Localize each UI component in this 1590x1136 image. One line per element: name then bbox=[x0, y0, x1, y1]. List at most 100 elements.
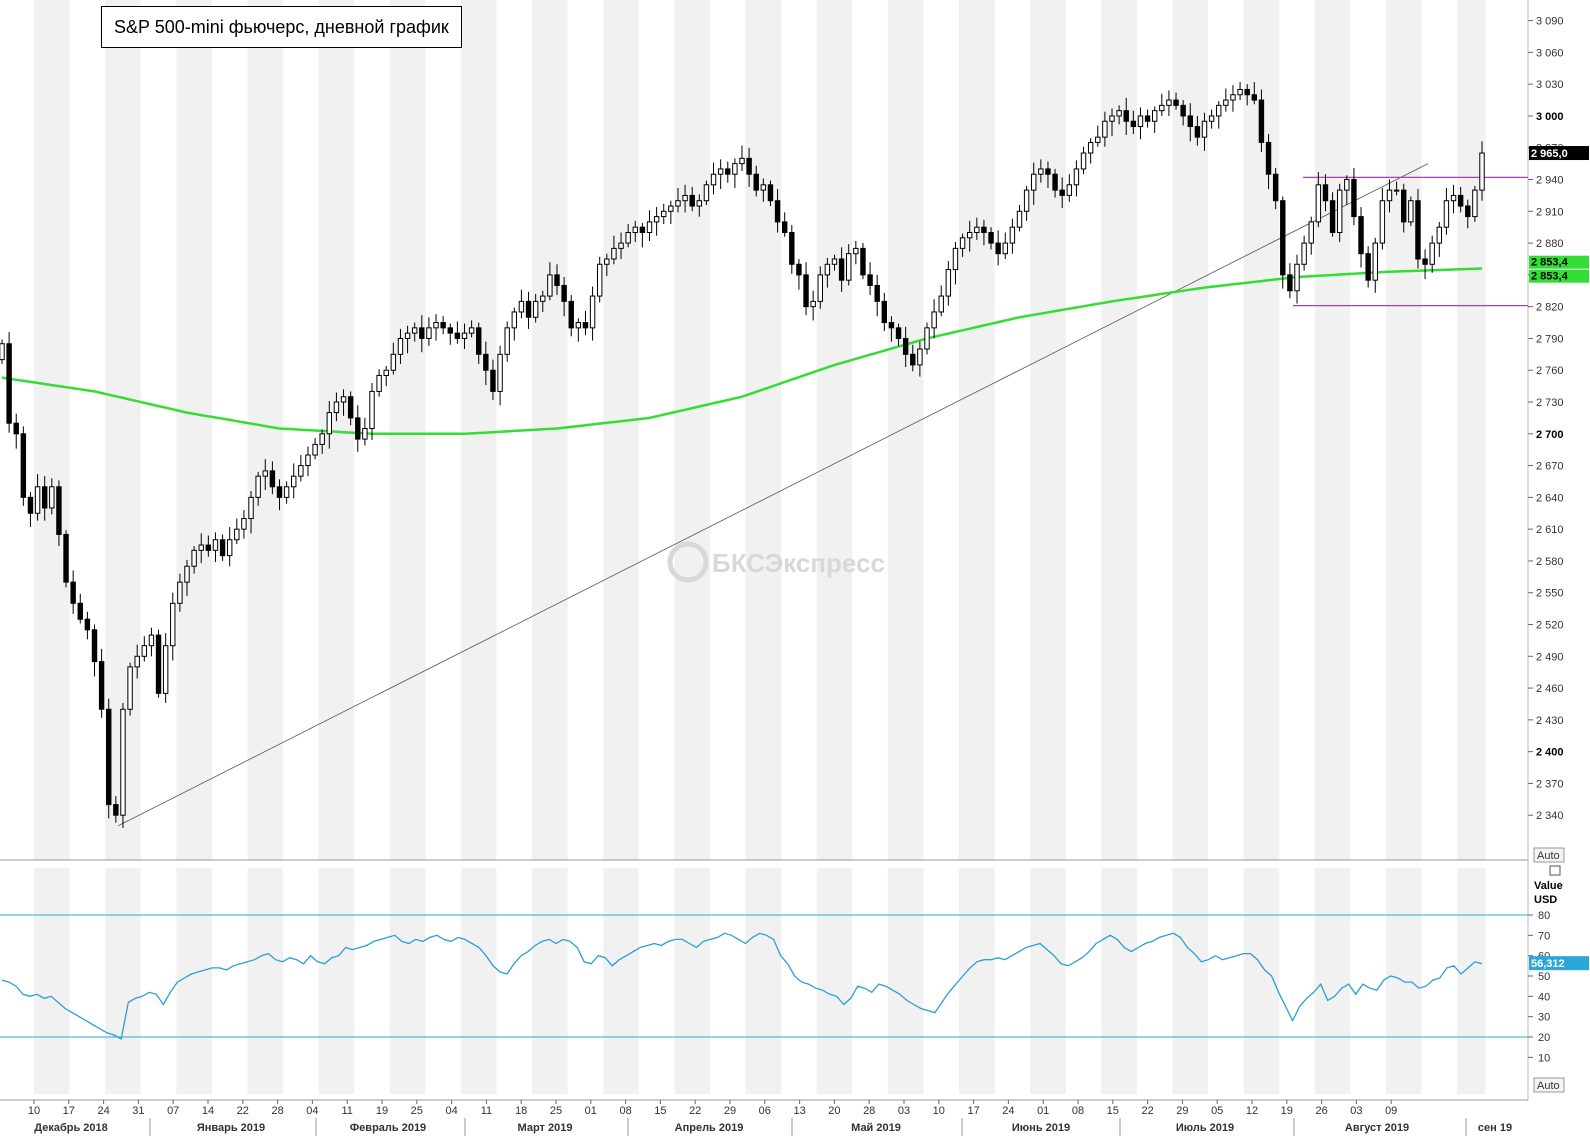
candle-body bbox=[611, 247, 617, 260]
candle-body bbox=[1180, 104, 1186, 117]
month-label: Июнь 2019 bbox=[1012, 1122, 1070, 1134]
candle-body bbox=[618, 242, 624, 249]
candle-body bbox=[1315, 184, 1322, 223]
candle-body bbox=[1258, 99, 1265, 143]
price-tick-label: 2 640 bbox=[1536, 492, 1564, 504]
candle-body bbox=[974, 226, 980, 233]
day-tick-label: 25 bbox=[411, 1105, 423, 1117]
candle-body bbox=[810, 300, 816, 308]
candle-body bbox=[155, 634, 162, 694]
day-tick-label: 19 bbox=[1281, 1105, 1293, 1117]
price-tick-label: 3 030 bbox=[1536, 79, 1564, 91]
candle-body bbox=[234, 528, 240, 541]
osc-axis-title: Value bbox=[1534, 880, 1563, 892]
candle-body bbox=[1159, 104, 1165, 112]
watermark: БКСЭкспресс bbox=[667, 541, 885, 583]
osc-tick-label: 80 bbox=[1538, 910, 1550, 922]
price-tick-label: 2 940 bbox=[1536, 175, 1564, 187]
candle-body bbox=[20, 433, 27, 498]
day-tick-label: 12 bbox=[1246, 1105, 1258, 1117]
day-tick-label: 28 bbox=[863, 1105, 875, 1117]
candle-body bbox=[575, 322, 582, 329]
candle-body bbox=[1294, 263, 1300, 292]
candle-body bbox=[1230, 94, 1236, 101]
month-label: Январь 2019 bbox=[197, 1122, 265, 1134]
candle-body bbox=[269, 470, 276, 488]
candle-body bbox=[1144, 115, 1151, 122]
candle-body bbox=[1201, 120, 1208, 138]
candle-body bbox=[725, 168, 731, 175]
candle-body bbox=[1365, 253, 1371, 281]
price-tick-label: 2 910 bbox=[1536, 206, 1564, 218]
candle-body bbox=[888, 322, 895, 329]
candle-body bbox=[1301, 242, 1307, 265]
candle-body bbox=[945, 269, 952, 297]
trend-line bbox=[117, 163, 1429, 827]
candle-body bbox=[404, 332, 411, 339]
candle-body bbox=[753, 173, 759, 191]
day-tick-label: 24 bbox=[97, 1105, 109, 1117]
candle-body bbox=[63, 533, 69, 583]
price-tick-label: 3 090 bbox=[1536, 16, 1564, 28]
candle-body bbox=[1408, 200, 1414, 223]
ma-tag bbox=[1529, 269, 1589, 283]
week-band bbox=[816, 0, 853, 860]
candle-body bbox=[191, 549, 197, 567]
day-tick-label: 13 bbox=[793, 1105, 805, 1117]
candle-body bbox=[1358, 216, 1364, 255]
candle-body bbox=[696, 200, 703, 207]
month-label: Декабрь 2018 bbox=[34, 1122, 108, 1134]
candle-body bbox=[1002, 242, 1008, 255]
candle-body bbox=[1351, 179, 1357, 218]
candle-body bbox=[689, 194, 695, 207]
candle-body bbox=[646, 221, 653, 233]
week-band bbox=[1101, 0, 1137, 860]
osc-tick-label: 40 bbox=[1538, 991, 1550, 1003]
day-tick-label: 11 bbox=[481, 1105, 492, 1117]
month-label: Апрель 2019 bbox=[675, 1122, 744, 1134]
candle-body bbox=[1095, 136, 1101, 143]
candle-body bbox=[1187, 115, 1193, 128]
candle-body bbox=[760, 184, 767, 191]
week-band bbox=[1030, 868, 1066, 1094]
candle-body bbox=[988, 231, 994, 244]
candle-body bbox=[1372, 242, 1378, 281]
week-band bbox=[389, 868, 426, 1094]
day-tick-label: 09 bbox=[1385, 1105, 1397, 1117]
month-label: Август 2019 bbox=[1345, 1122, 1409, 1134]
week-band bbox=[34, 0, 70, 860]
week-band bbox=[389, 0, 426, 860]
osc-tick-label: 20 bbox=[1538, 1032, 1550, 1044]
day-tick-label: 08 bbox=[619, 1105, 631, 1117]
candle-body bbox=[255, 475, 261, 498]
candle-body bbox=[212, 539, 219, 551]
price-tick-label: 2 610 bbox=[1536, 524, 1564, 536]
candle-body bbox=[1336, 189, 1343, 233]
candle-body bbox=[803, 274, 809, 308]
candle-body bbox=[966, 231, 973, 239]
candle-body bbox=[1344, 179, 1350, 191]
ma-line bbox=[1, 267, 1483, 436]
candle-body bbox=[433, 322, 439, 329]
candle-body bbox=[362, 428, 368, 440]
week-band bbox=[460, 0, 497, 860]
candle-body bbox=[796, 263, 802, 276]
candle-body bbox=[767, 184, 774, 202]
month-label: Февраль 2019 bbox=[350, 1122, 426, 1134]
candle-body bbox=[419, 327, 425, 339]
week-band bbox=[745, 868, 782, 1094]
candle-body bbox=[824, 263, 831, 276]
week-band bbox=[1030, 0, 1066, 860]
candle-body bbox=[1151, 110, 1158, 122]
day-tick-label: 19 bbox=[376, 1105, 388, 1117]
candle-body bbox=[41, 486, 48, 509]
candle-body bbox=[1280, 200, 1286, 276]
candle-body bbox=[84, 618, 91, 631]
candle-body bbox=[1038, 168, 1044, 175]
price-tick-label: 2 370 bbox=[1536, 778, 1564, 790]
panel-toggle-icon bbox=[1549, 865, 1561, 876]
candle-body bbox=[77, 602, 83, 620]
candle-body bbox=[1059, 189, 1065, 196]
candle-body bbox=[113, 804, 119, 816]
candle-body bbox=[895, 327, 902, 339]
